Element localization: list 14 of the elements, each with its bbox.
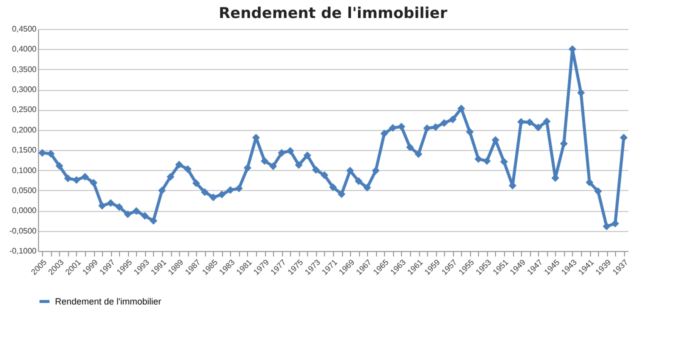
legend-label: Rendement de l'immobilier [55, 296, 162, 306]
y-tick-label: -0,0500 [9, 226, 38, 236]
y-tick-label: 0,0000 [12, 206, 38, 216]
y-tick-label: 0,4500 [12, 24, 38, 34]
chart-title: Rendement de l'immobilier [218, 4, 448, 22]
y-tick-label: -0,1000 [9, 246, 38, 256]
y-tick-label: 0,4000 [12, 44, 38, 54]
y-tick-label: 0,2500 [12, 105, 38, 114]
y-tick-label: 0,3500 [12, 64, 38, 74]
y-tick-label: 0,2000 [12, 125, 38, 134]
y-tick-label: 0,1500 [12, 146, 38, 155]
y-tick-label: 0,3000 [12, 85, 38, 94]
y-tick-label: 0,1000 [12, 166, 38, 175]
y-tick-label: 0,0500 [12, 186, 38, 195]
